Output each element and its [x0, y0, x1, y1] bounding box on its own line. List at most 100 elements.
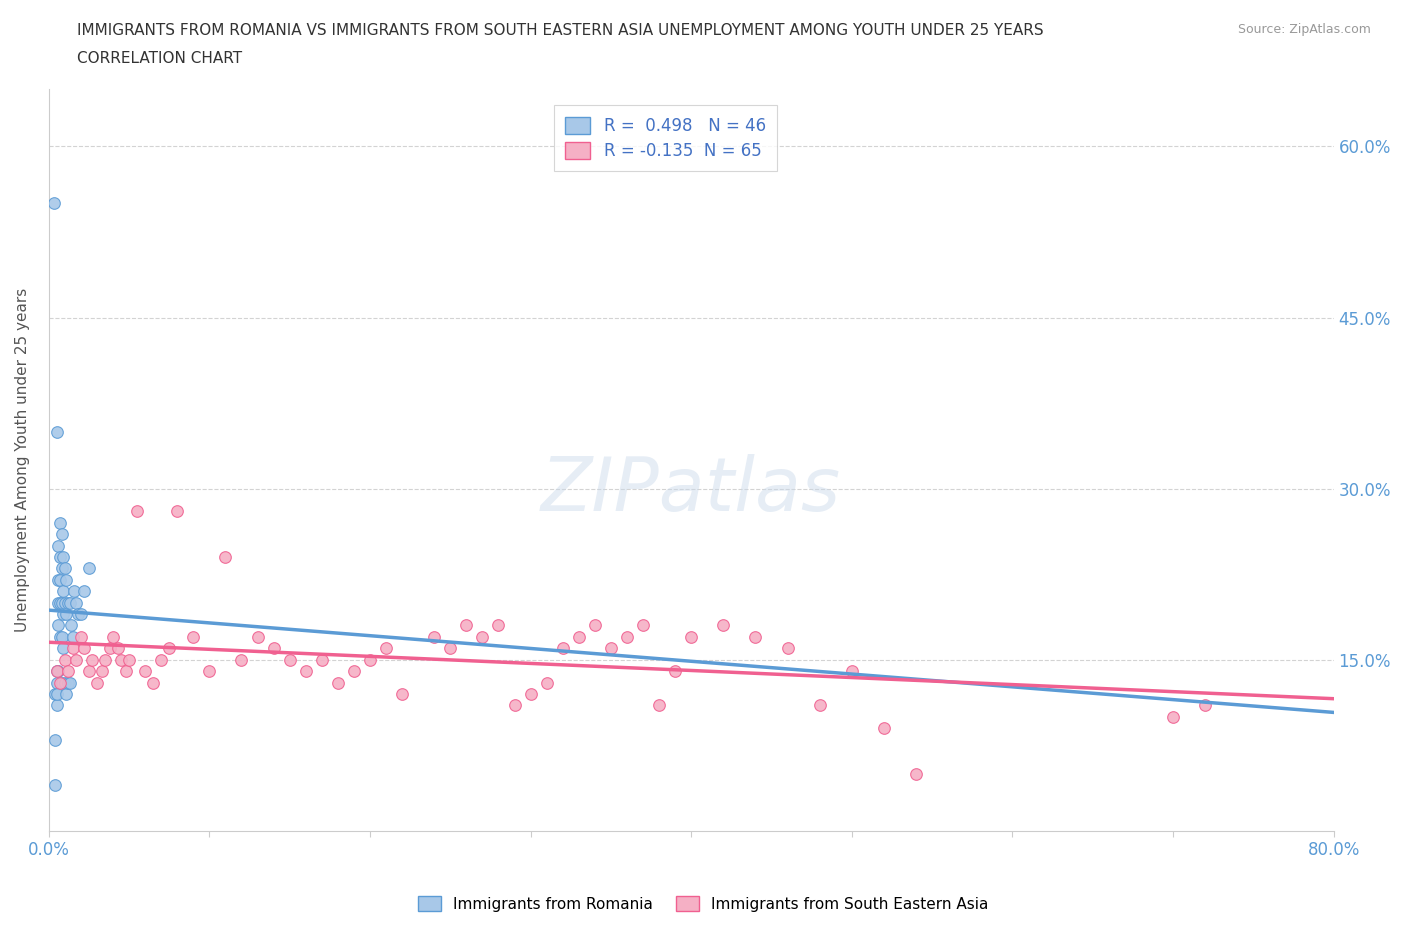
- Point: [631, 618, 654, 633]
- Point: [52, 606, 75, 621]
- Point: [51, 526, 73, 541]
- Point: [56, 664, 79, 679]
- Point: [73, 641, 96, 656]
- Point: [48, 664, 70, 679]
- Point: [423, 630, 446, 644]
- Point: [1161, 710, 1184, 724]
- Point: [48, 572, 70, 587]
- Point: [44, 732, 66, 747]
- Point: [49, 572, 72, 587]
- Point: [70, 630, 93, 644]
- Point: [616, 630, 638, 644]
- Point: [134, 664, 156, 679]
- Point: [1194, 698, 1216, 712]
- Point: [359, 652, 381, 667]
- Point: [343, 664, 366, 679]
- Point: [583, 618, 606, 633]
- Point: [53, 652, 76, 667]
- Point: [648, 698, 671, 712]
- Point: [157, 641, 180, 656]
- Point: [62, 641, 84, 656]
- Point: [326, 675, 349, 690]
- Point: [808, 698, 831, 712]
- Point: [711, 618, 734, 633]
- Point: [48, 595, 70, 610]
- Point: [55, 606, 77, 621]
- Point: [118, 652, 141, 667]
- Point: [90, 664, 112, 679]
- Text: IMMIGRANTS FROM ROMANIA VS IMMIGRANTS FROM SOUTH EASTERN ASIA UNEMPLOYMENT AMONG: IMMIGRANTS FROM ROMANIA VS IMMIGRANTS FR…: [77, 23, 1043, 38]
- Point: [45, 424, 67, 439]
- Point: [77, 561, 100, 576]
- Point: [231, 652, 253, 667]
- Point: [45, 698, 67, 712]
- Point: [53, 595, 76, 610]
- Point: [51, 630, 73, 644]
- Point: [66, 606, 89, 621]
- Point: [73, 584, 96, 599]
- Point: [49, 595, 72, 610]
- Point: [599, 641, 621, 656]
- Point: [65, 595, 87, 610]
- Point: [62, 630, 84, 644]
- Point: [664, 664, 686, 679]
- Point: [52, 550, 75, 565]
- Point: [44, 777, 66, 792]
- Point: [49, 630, 72, 644]
- Point: [142, 675, 165, 690]
- Point: [52, 584, 75, 599]
- Point: [48, 538, 70, 553]
- Point: [503, 698, 526, 712]
- Point: [776, 641, 799, 656]
- Point: [181, 630, 204, 644]
- Point: [42, 196, 65, 211]
- Point: [246, 630, 269, 644]
- Point: [456, 618, 478, 633]
- Point: [519, 686, 541, 701]
- Point: [56, 595, 79, 610]
- Point: [311, 652, 333, 667]
- Point: [905, 766, 928, 781]
- Point: [56, 675, 79, 690]
- Point: [63, 584, 86, 599]
- Point: [49, 515, 72, 530]
- Point: [60, 618, 83, 633]
- Point: [294, 664, 316, 679]
- Point: [53, 561, 76, 576]
- Point: [51, 561, 73, 576]
- Point: [52, 641, 75, 656]
- Text: CORRELATION CHART: CORRELATION CHART: [77, 51, 242, 66]
- Legend: Immigrants from Romania, Immigrants from South Eastern Asia: Immigrants from Romania, Immigrants from…: [412, 889, 994, 918]
- Point: [98, 641, 121, 656]
- Y-axis label: Unemployment Among Youth under 25 years: Unemployment Among Youth under 25 years: [15, 288, 30, 632]
- Point: [150, 652, 173, 667]
- Point: [70, 606, 93, 621]
- Point: [214, 550, 236, 565]
- Point: [94, 652, 117, 667]
- Point: [45, 664, 67, 679]
- Point: [53, 675, 76, 690]
- Point: [45, 675, 67, 690]
- Point: [568, 630, 591, 644]
- Point: [115, 664, 138, 679]
- Text: ZIPatlas: ZIPatlas: [541, 454, 841, 525]
- Point: [59, 675, 82, 690]
- Legend: R =  0.498   N = 46, R = -0.135  N = 65: R = 0.498 N = 46, R = -0.135 N = 65: [554, 105, 778, 171]
- Point: [107, 641, 129, 656]
- Point: [391, 686, 413, 701]
- Point: [49, 550, 72, 565]
- Point: [101, 630, 124, 644]
- Point: [375, 641, 398, 656]
- Point: [45, 686, 67, 701]
- Point: [51, 675, 73, 690]
- Point: [77, 664, 100, 679]
- Point: [51, 595, 73, 610]
- Point: [198, 664, 221, 679]
- Point: [263, 641, 285, 656]
- Point: [873, 721, 896, 736]
- Point: [49, 675, 72, 690]
- Point: [439, 641, 461, 656]
- Point: [45, 664, 67, 679]
- Point: [55, 686, 77, 701]
- Point: [488, 618, 510, 633]
